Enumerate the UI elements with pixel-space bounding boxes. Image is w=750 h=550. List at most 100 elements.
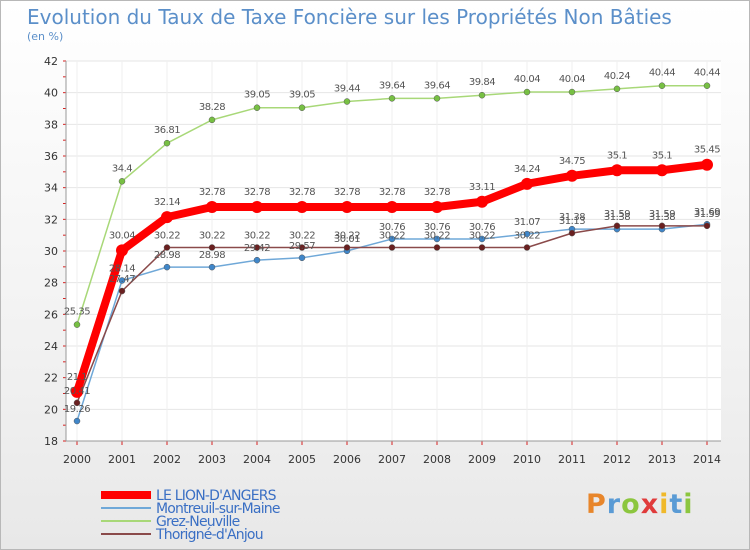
data-point bbox=[523, 230, 531, 238]
x-tick-label: 2000 bbox=[63, 453, 91, 466]
data-label: 34.24 bbox=[514, 164, 540, 175]
data-point bbox=[568, 88, 576, 96]
x-tick-label: 2012 bbox=[603, 453, 631, 466]
data-point bbox=[388, 244, 396, 251]
y-tick-label: 24 bbox=[44, 340, 58, 353]
data-point bbox=[343, 244, 351, 251]
data-label: 30.22 bbox=[469, 231, 495, 242]
data-label: 30.22 bbox=[514, 231, 540, 242]
y-tick-label: 28 bbox=[44, 277, 58, 290]
legend-label: Grez-Neuville bbox=[156, 514, 240, 530]
data-point bbox=[478, 235, 486, 243]
unit-label: (en %) bbox=[27, 30, 64, 43]
x-tick-label: 2004 bbox=[243, 453, 271, 466]
data-point bbox=[658, 222, 666, 230]
data-point bbox=[251, 200, 263, 213]
data-point bbox=[163, 263, 171, 271]
data-point bbox=[658, 82, 666, 89]
data-point bbox=[388, 95, 396, 102]
data-label: 32.78 bbox=[424, 187, 450, 198]
data-point bbox=[118, 277, 126, 284]
data-label: 32.78 bbox=[244, 187, 270, 198]
data-label: 34.75 bbox=[559, 156, 585, 167]
x-tick-label: 2013 bbox=[648, 453, 676, 466]
data-label: 30.76 bbox=[469, 222, 495, 233]
data-label: 28.14 bbox=[109, 263, 135, 274]
data-label: 30.22 bbox=[244, 231, 270, 242]
data-label: 31.38 bbox=[604, 212, 630, 223]
x-tick-label: 2002 bbox=[153, 453, 181, 466]
x-tick-label: 2010 bbox=[513, 453, 541, 466]
data-label: 30.04 bbox=[109, 230, 135, 241]
data-label: 36.81 bbox=[154, 125, 180, 136]
data-point bbox=[253, 104, 261, 111]
data-point bbox=[163, 139, 171, 147]
x-tick-label: 2011 bbox=[558, 453, 586, 466]
data-point bbox=[433, 244, 441, 251]
x-tick-label: 2009 bbox=[468, 453, 496, 466]
data-point bbox=[433, 235, 441, 243]
data-label: 39.64 bbox=[424, 80, 450, 91]
data-label: 39.84 bbox=[469, 77, 495, 88]
data-label: 30.22 bbox=[379, 231, 405, 242]
data-label: 30.76 bbox=[424, 222, 450, 233]
data-point bbox=[163, 244, 171, 251]
data-label: 30.22 bbox=[199, 231, 225, 242]
data-point bbox=[521, 177, 533, 190]
data-label: 35.1 bbox=[652, 150, 672, 161]
data-label: 31.38 bbox=[559, 212, 585, 223]
x-tick-label: 2014 bbox=[693, 453, 721, 466]
y-tick-label: 26 bbox=[44, 308, 58, 321]
data-point bbox=[296, 200, 308, 213]
data-label: 29.42 bbox=[244, 243, 270, 254]
y-tick-label: 20 bbox=[44, 403, 58, 416]
data-label: 30.22 bbox=[289, 231, 315, 242]
data-label: 27.47 bbox=[109, 274, 135, 285]
data-point bbox=[656, 164, 668, 177]
data-point bbox=[253, 256, 261, 264]
data-point bbox=[611, 164, 623, 177]
x-tick-label: 2001 bbox=[108, 453, 136, 466]
data-label: 31.69 bbox=[694, 207, 720, 218]
y-tick-label: 18 bbox=[44, 435, 58, 448]
data-label: 20.41 bbox=[64, 386, 90, 397]
data-point bbox=[298, 244, 306, 251]
proxiti-logo: Proxiti bbox=[586, 489, 694, 520]
data-point bbox=[613, 222, 621, 230]
y-tick-label: 32 bbox=[44, 213, 58, 226]
data-point bbox=[478, 244, 486, 251]
data-label: 32.78 bbox=[289, 187, 315, 198]
data-label: 40.04 bbox=[559, 74, 585, 85]
data-label: 39.05 bbox=[244, 90, 270, 101]
data-label: 32.78 bbox=[379, 187, 405, 198]
data-label: 21.1 bbox=[67, 372, 87, 383]
data-label: 19.26 bbox=[64, 404, 90, 415]
data-label: 32.78 bbox=[334, 187, 360, 198]
x-tick-label: 2006 bbox=[333, 453, 361, 466]
data-point bbox=[206, 200, 218, 213]
data-point bbox=[208, 244, 216, 251]
data-point bbox=[613, 85, 621, 93]
x-tick-label: 2007 bbox=[378, 453, 406, 466]
data-point bbox=[71, 385, 83, 398]
y-tick-label: 38 bbox=[44, 118, 58, 131]
data-label: 40.24 bbox=[604, 71, 630, 82]
data-point bbox=[431, 200, 443, 213]
data-point bbox=[701, 158, 713, 171]
data-label: 32.14 bbox=[154, 197, 180, 208]
data-label: 40.44 bbox=[694, 68, 720, 79]
data-point bbox=[476, 195, 488, 208]
data-label: 31.38 bbox=[649, 212, 675, 223]
data-point bbox=[388, 235, 396, 243]
data-label: 31.59 bbox=[649, 209, 675, 220]
data-label: 38.28 bbox=[199, 102, 225, 113]
x-tick-label: 2003 bbox=[198, 453, 226, 466]
data-label: 40.04 bbox=[514, 74, 540, 85]
y-tick-label: 42 bbox=[44, 55, 58, 68]
data-point bbox=[341, 200, 353, 213]
chart-title: Evolution du Taux de Taxe Foncière sur l… bbox=[27, 5, 672, 29]
data-label: 30.22 bbox=[334, 231, 360, 242]
y-tick-label: 40 bbox=[44, 87, 58, 100]
legend-label: Thorigné-d'Anjou bbox=[155, 527, 263, 543]
data-point bbox=[118, 287, 126, 295]
